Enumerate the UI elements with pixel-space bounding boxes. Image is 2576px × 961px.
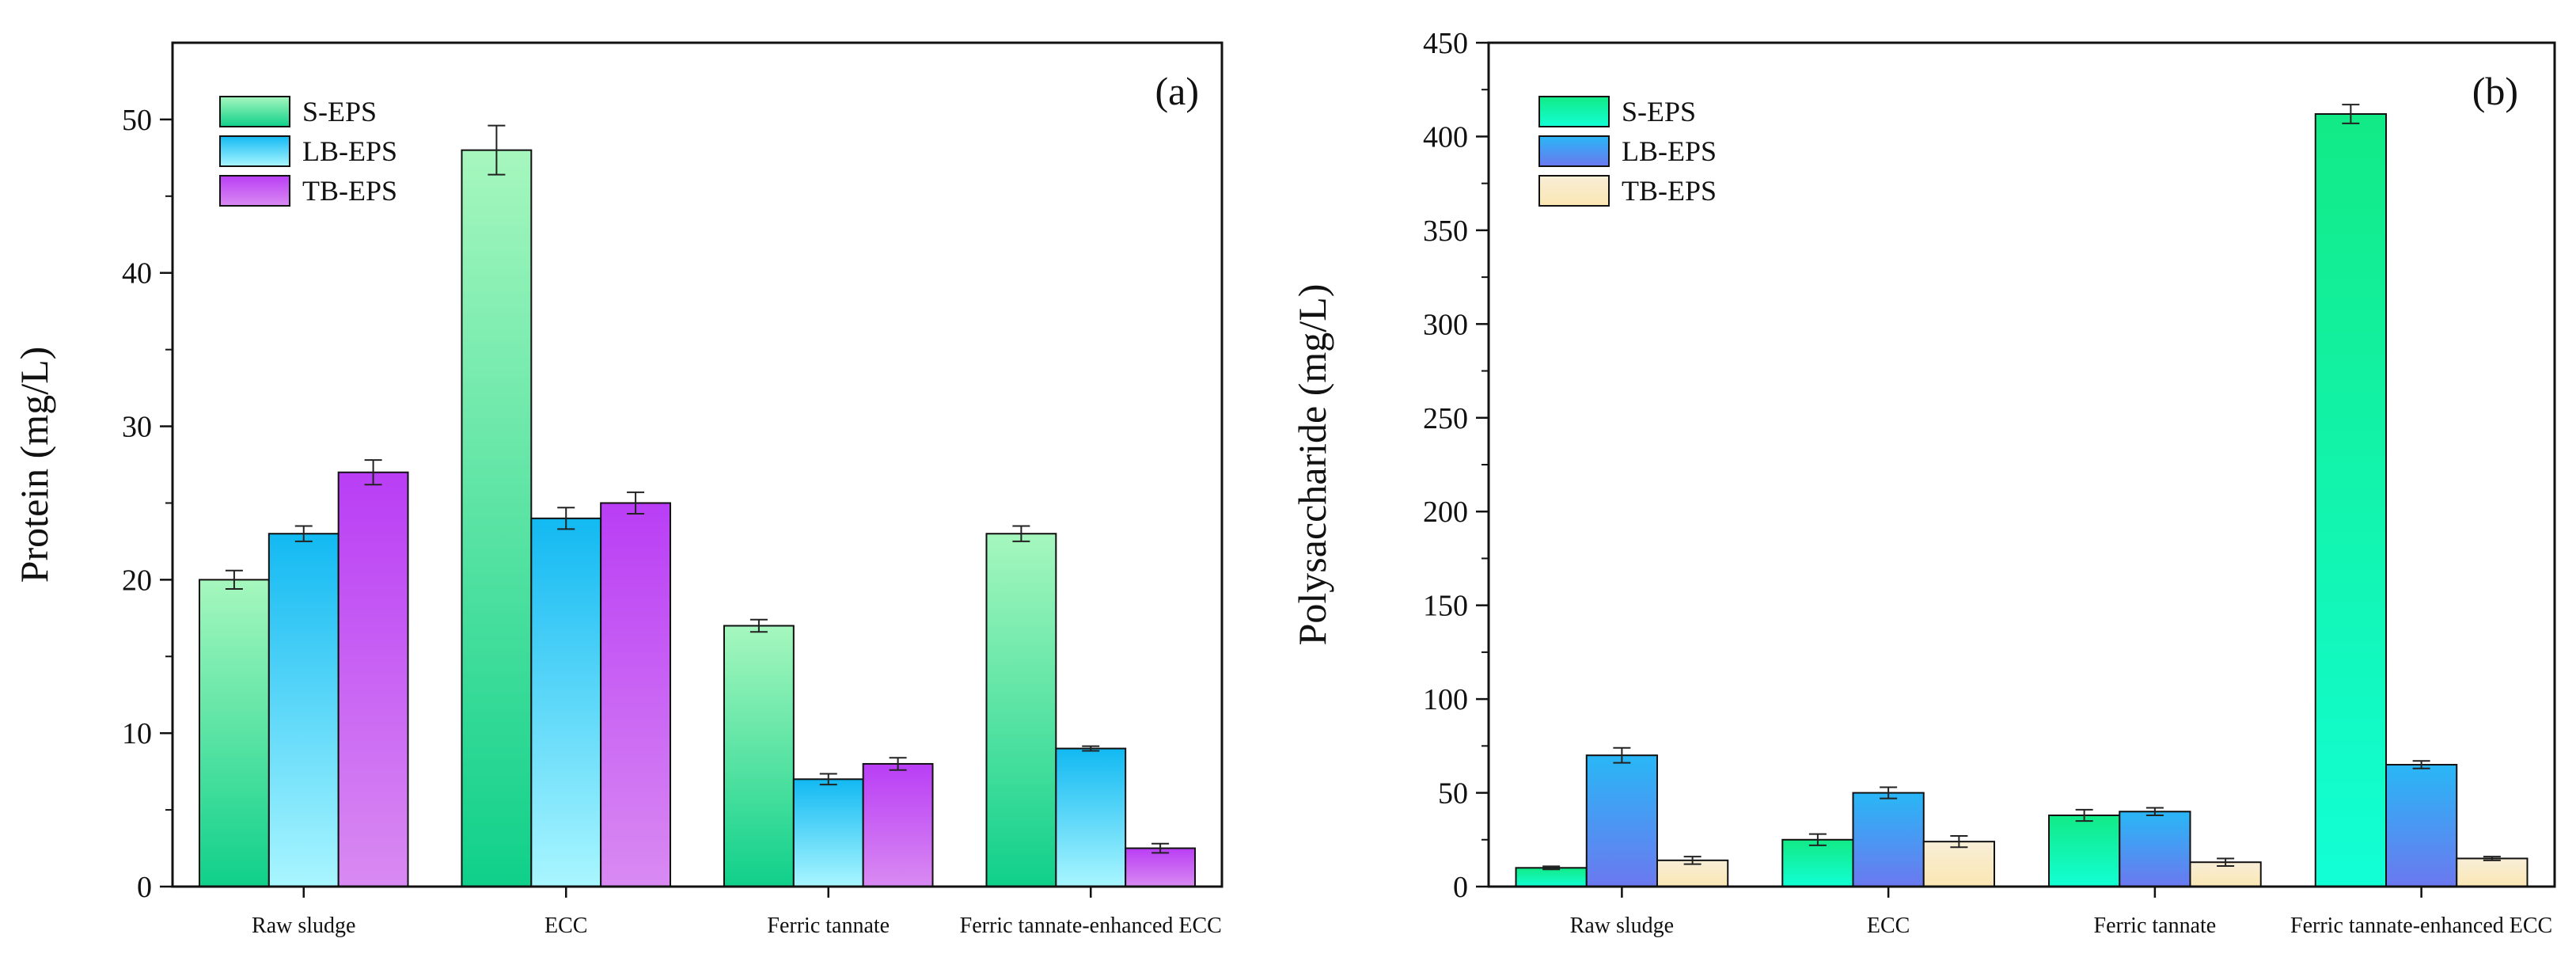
bar-s-eps (461, 149, 533, 887)
y-tick-label: 350 (1423, 215, 1468, 248)
legend-swatch-tb-eps (219, 175, 290, 207)
y-axis-title: Polysaccharide (mg/L) (1290, 284, 1334, 646)
y-tick-label: 450 (1423, 27, 1468, 60)
y-tick-label: 30 (122, 411, 152, 444)
y-tick-label: 300 (1423, 308, 1468, 341)
bar-s-eps (2048, 814, 2121, 887)
x-tick-label: ECC (544, 914, 587, 938)
y-tick-label: 50 (122, 104, 152, 137)
x-tick-label: ECC (1867, 914, 1910, 938)
bar-tb-eps (600, 502, 672, 887)
bar-lb-eps (530, 517, 602, 887)
bar-s-eps (1781, 838, 1854, 888)
legend-swatch-s-eps (1538, 96, 1610, 127)
legend-label: S-EPS (1622, 96, 1696, 127)
legend-swatch-lb-eps (1538, 135, 1610, 167)
bar-tb-eps (1125, 847, 1197, 887)
bar-s-eps (198, 579, 270, 887)
y-tick-label: 10 (122, 717, 152, 750)
plot-frame (171, 41, 1224, 888)
x-tick-label: Ferric tannate-enhanced ECC (2290, 914, 2552, 938)
bar-tb-eps (1922, 841, 1995, 887)
y-tick-label: 250 (1423, 402, 1468, 435)
x-tick-label: Raw sludge (1570, 914, 1674, 938)
legend-label: S-EPS (302, 96, 377, 127)
legend-label: LB-EPS (302, 135, 397, 167)
legend-swatch-tb-eps (1538, 175, 1610, 207)
y-tick-label: 0 (137, 871, 152, 904)
y-tick-label: 40 (122, 257, 152, 291)
bar-lb-eps (1852, 792, 1925, 887)
bar-tb-eps (2456, 857, 2529, 888)
y-tick-label: 50 (1438, 777, 1468, 811)
y-tick-label: 200 (1423, 496, 1468, 529)
panel-label: (b) (2472, 69, 2518, 113)
bar-lb-eps (1585, 754, 1658, 888)
panel-protein: 0 10 20 30 40 50 Raw sludge ECC Ferric tannate Fe… (12, 41, 1224, 938)
bar-s-eps (1515, 867, 1588, 888)
plot-frame (1487, 41, 2556, 888)
x-tick-label: Ferric tannate-enhanced ECC (960, 914, 1222, 938)
legend-label: LB-EPS (1622, 135, 1717, 167)
bar-s-eps (985, 533, 1057, 888)
legend-swatch-s-eps (219, 96, 290, 127)
legend-label: TB-EPS (302, 175, 397, 207)
bar-tb-eps (337, 471, 409, 887)
y-tick-label: 100 (1423, 683, 1468, 716)
x-tick-label: Ferric tannate (2094, 914, 2217, 938)
bar-lb-eps (2119, 811, 2191, 887)
bar-lb-eps (1055, 747, 1127, 888)
bar-lb-eps (267, 533, 340, 888)
x-tick-label: Raw sludge (252, 914, 355, 938)
bar-lb-eps (2385, 764, 2458, 887)
y-tick-label: 20 (122, 564, 152, 597)
legend-swatch-lb-eps (219, 135, 290, 167)
bar-s-eps (723, 625, 795, 887)
panel-label: (a) (1155, 69, 1200, 113)
bar-tb-eps (862, 762, 934, 887)
panel-polysaccharide: 0 50 100 150 200 250 300 350 400 450 Raw sludge ECC… (1290, 27, 2556, 938)
bar-s-eps (2314, 113, 2388, 888)
legend-label: TB-EPS (1622, 175, 1717, 207)
x-tick-label: Ferric tannate (767, 914, 890, 938)
y-axis-title: Protein (mg/L) (12, 347, 56, 583)
y-tick-label: 0 (1453, 871, 1468, 904)
y-tick-label: 150 (1423, 590, 1468, 623)
bar-lb-eps (792, 778, 864, 887)
y-tick-label: 400 (1423, 120, 1468, 154)
